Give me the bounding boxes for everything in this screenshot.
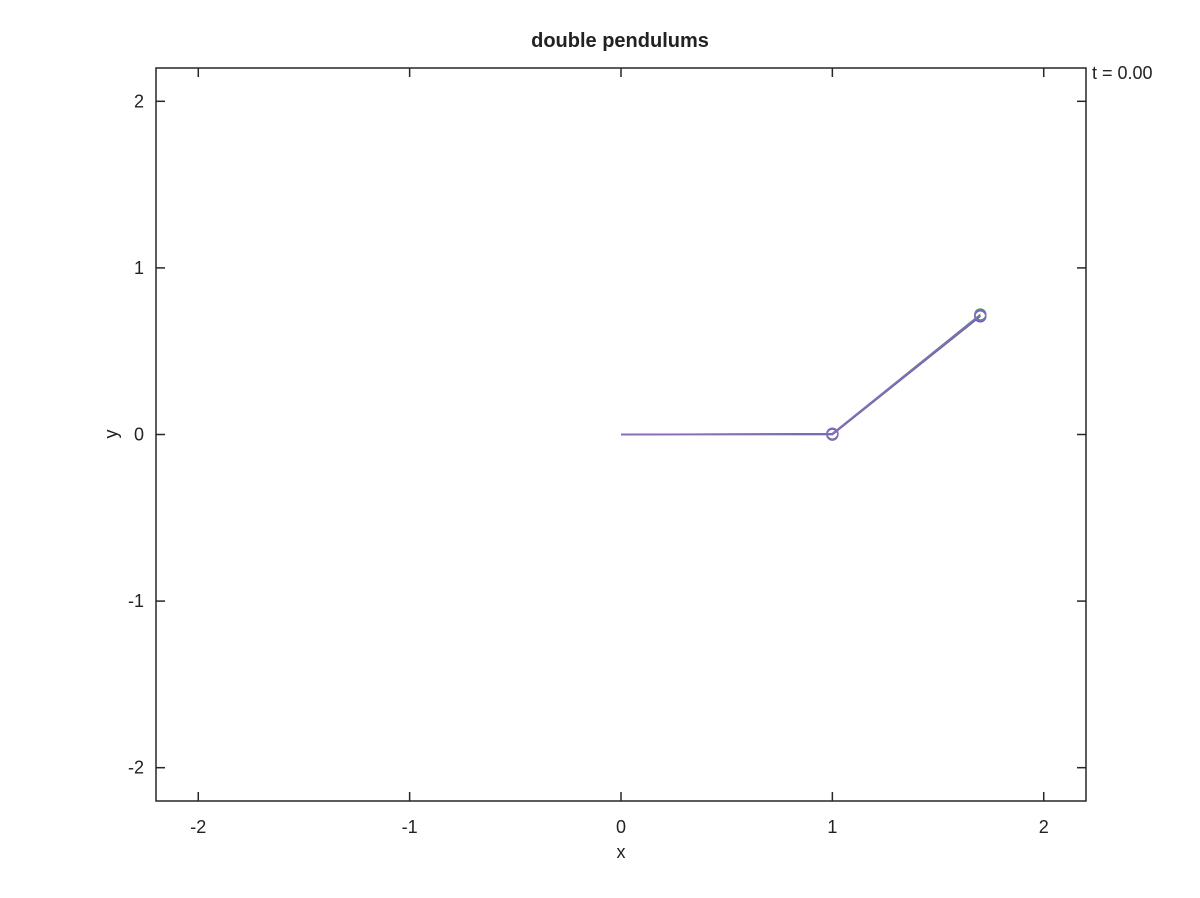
x-tick-label: -2 [190,817,206,837]
pendulum-rod [620,314,981,436]
x-tick-label: -1 [402,817,418,837]
x-tick-label: 0 [616,817,626,837]
pendulum-bob [974,309,987,322]
pendulum-bob [826,427,839,441]
y-tick-label: 2 [134,91,144,111]
pendulum-rod [621,315,981,436]
x-tick-label: 1 [827,817,837,837]
series-layer [620,308,987,441]
y-tick-label: 0 [134,425,144,445]
y-tick-labels: -2 -1 0 1 2 [128,91,144,777]
time-annotation: t = 0.00 [1092,63,1153,83]
y-tick-label: 1 [134,258,144,278]
x-axis-label: x [617,842,626,862]
x-tick-label: 2 [1039,817,1049,837]
y-tick-label: -1 [128,591,144,611]
pendulum-rod [620,313,981,436]
y-tick-label: -2 [128,758,144,778]
chart-title: double pendulums [531,30,709,52]
tick-marks [156,68,1086,801]
y-axis-label: y [101,430,121,439]
x-tick-labels: -2 -1 0 1 2 [190,817,1048,837]
